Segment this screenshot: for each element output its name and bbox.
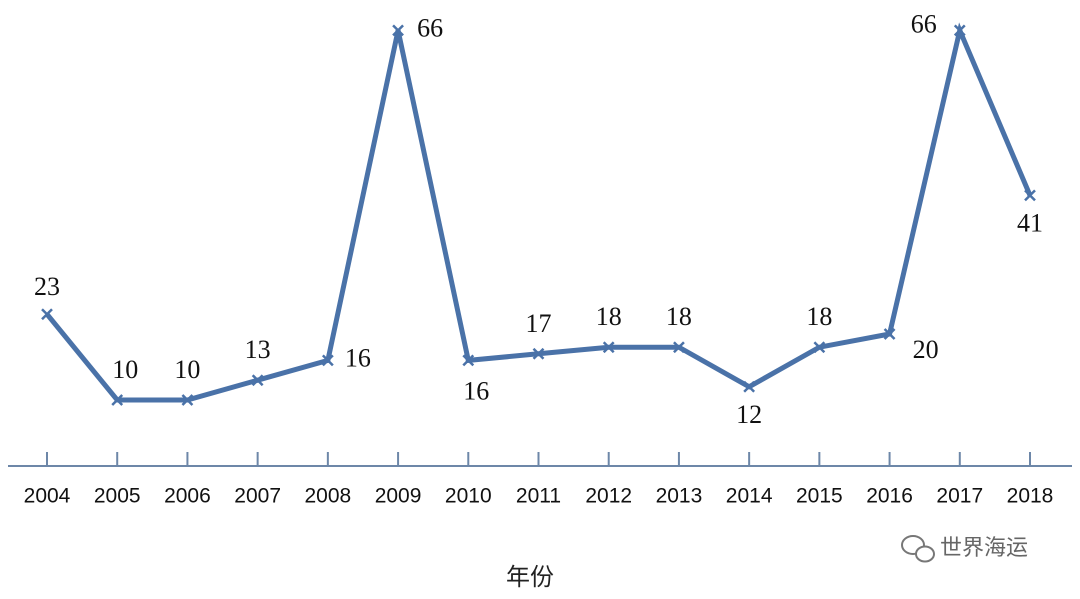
data-marker (321, 354, 334, 367)
data-label: 18 (806, 302, 832, 331)
x-tick-label: 2005 (94, 485, 141, 508)
x-tick-label: 2006 (164, 485, 211, 508)
data-marker (953, 24, 966, 37)
data-marker (462, 354, 475, 367)
x-tick-label: 2008 (304, 485, 351, 508)
watermark: 世界海运 (940, 536, 1028, 561)
data-label: 10 (112, 355, 138, 384)
data-marker (1024, 189, 1036, 202)
x-tick-label: 2010 (445, 485, 492, 508)
data-label: 41 (1017, 208, 1043, 237)
data-marker (673, 341, 685, 354)
data-label: 17 (526, 309, 552, 338)
data-marker (743, 380, 756, 393)
data-label: 18 (666, 302, 692, 331)
data-label: 16 (345, 343, 371, 372)
data-label: 16 (463, 376, 489, 405)
data-marker (532, 347, 545, 360)
x-tick-label: 2009 (375, 485, 422, 508)
x-tick-label: 2011 (516, 485, 561, 508)
data-marker (111, 394, 124, 406)
watermark-icon (901, 535, 935, 563)
x-tick-label: 2014 (726, 485, 773, 508)
x-tick-label: 2018 (1007, 485, 1054, 508)
data-label: 12 (736, 400, 762, 429)
data-label: 66 (417, 13, 443, 42)
x-tick-label: 2004 (24, 485, 71, 508)
x-tick-label: 2013 (656, 485, 703, 508)
x-tick-label: 2007 (234, 485, 281, 508)
x-tick-label: 2016 (866, 485, 913, 508)
data-marker (41, 308, 53, 321)
data-label: 66 (911, 9, 937, 38)
data-marker (392, 24, 404, 37)
data-label: 18 (596, 302, 622, 331)
data-label: 20 (913, 335, 939, 364)
data-marker (813, 341, 826, 354)
x-tick-label: 2012 (585, 485, 632, 508)
data-marker (602, 341, 615, 354)
x-axis-title: 年份 (506, 563, 554, 591)
data-marker (883, 328, 896, 340)
x-tick-label: 2017 (936, 485, 983, 508)
x-tick-label: 2015 (796, 485, 843, 508)
data-label: 10 (174, 355, 200, 384)
data-marker (251, 374, 264, 387)
data-label: 23 (34, 272, 60, 301)
data-label: 13 (245, 335, 271, 364)
data-marker (181, 394, 194, 406)
